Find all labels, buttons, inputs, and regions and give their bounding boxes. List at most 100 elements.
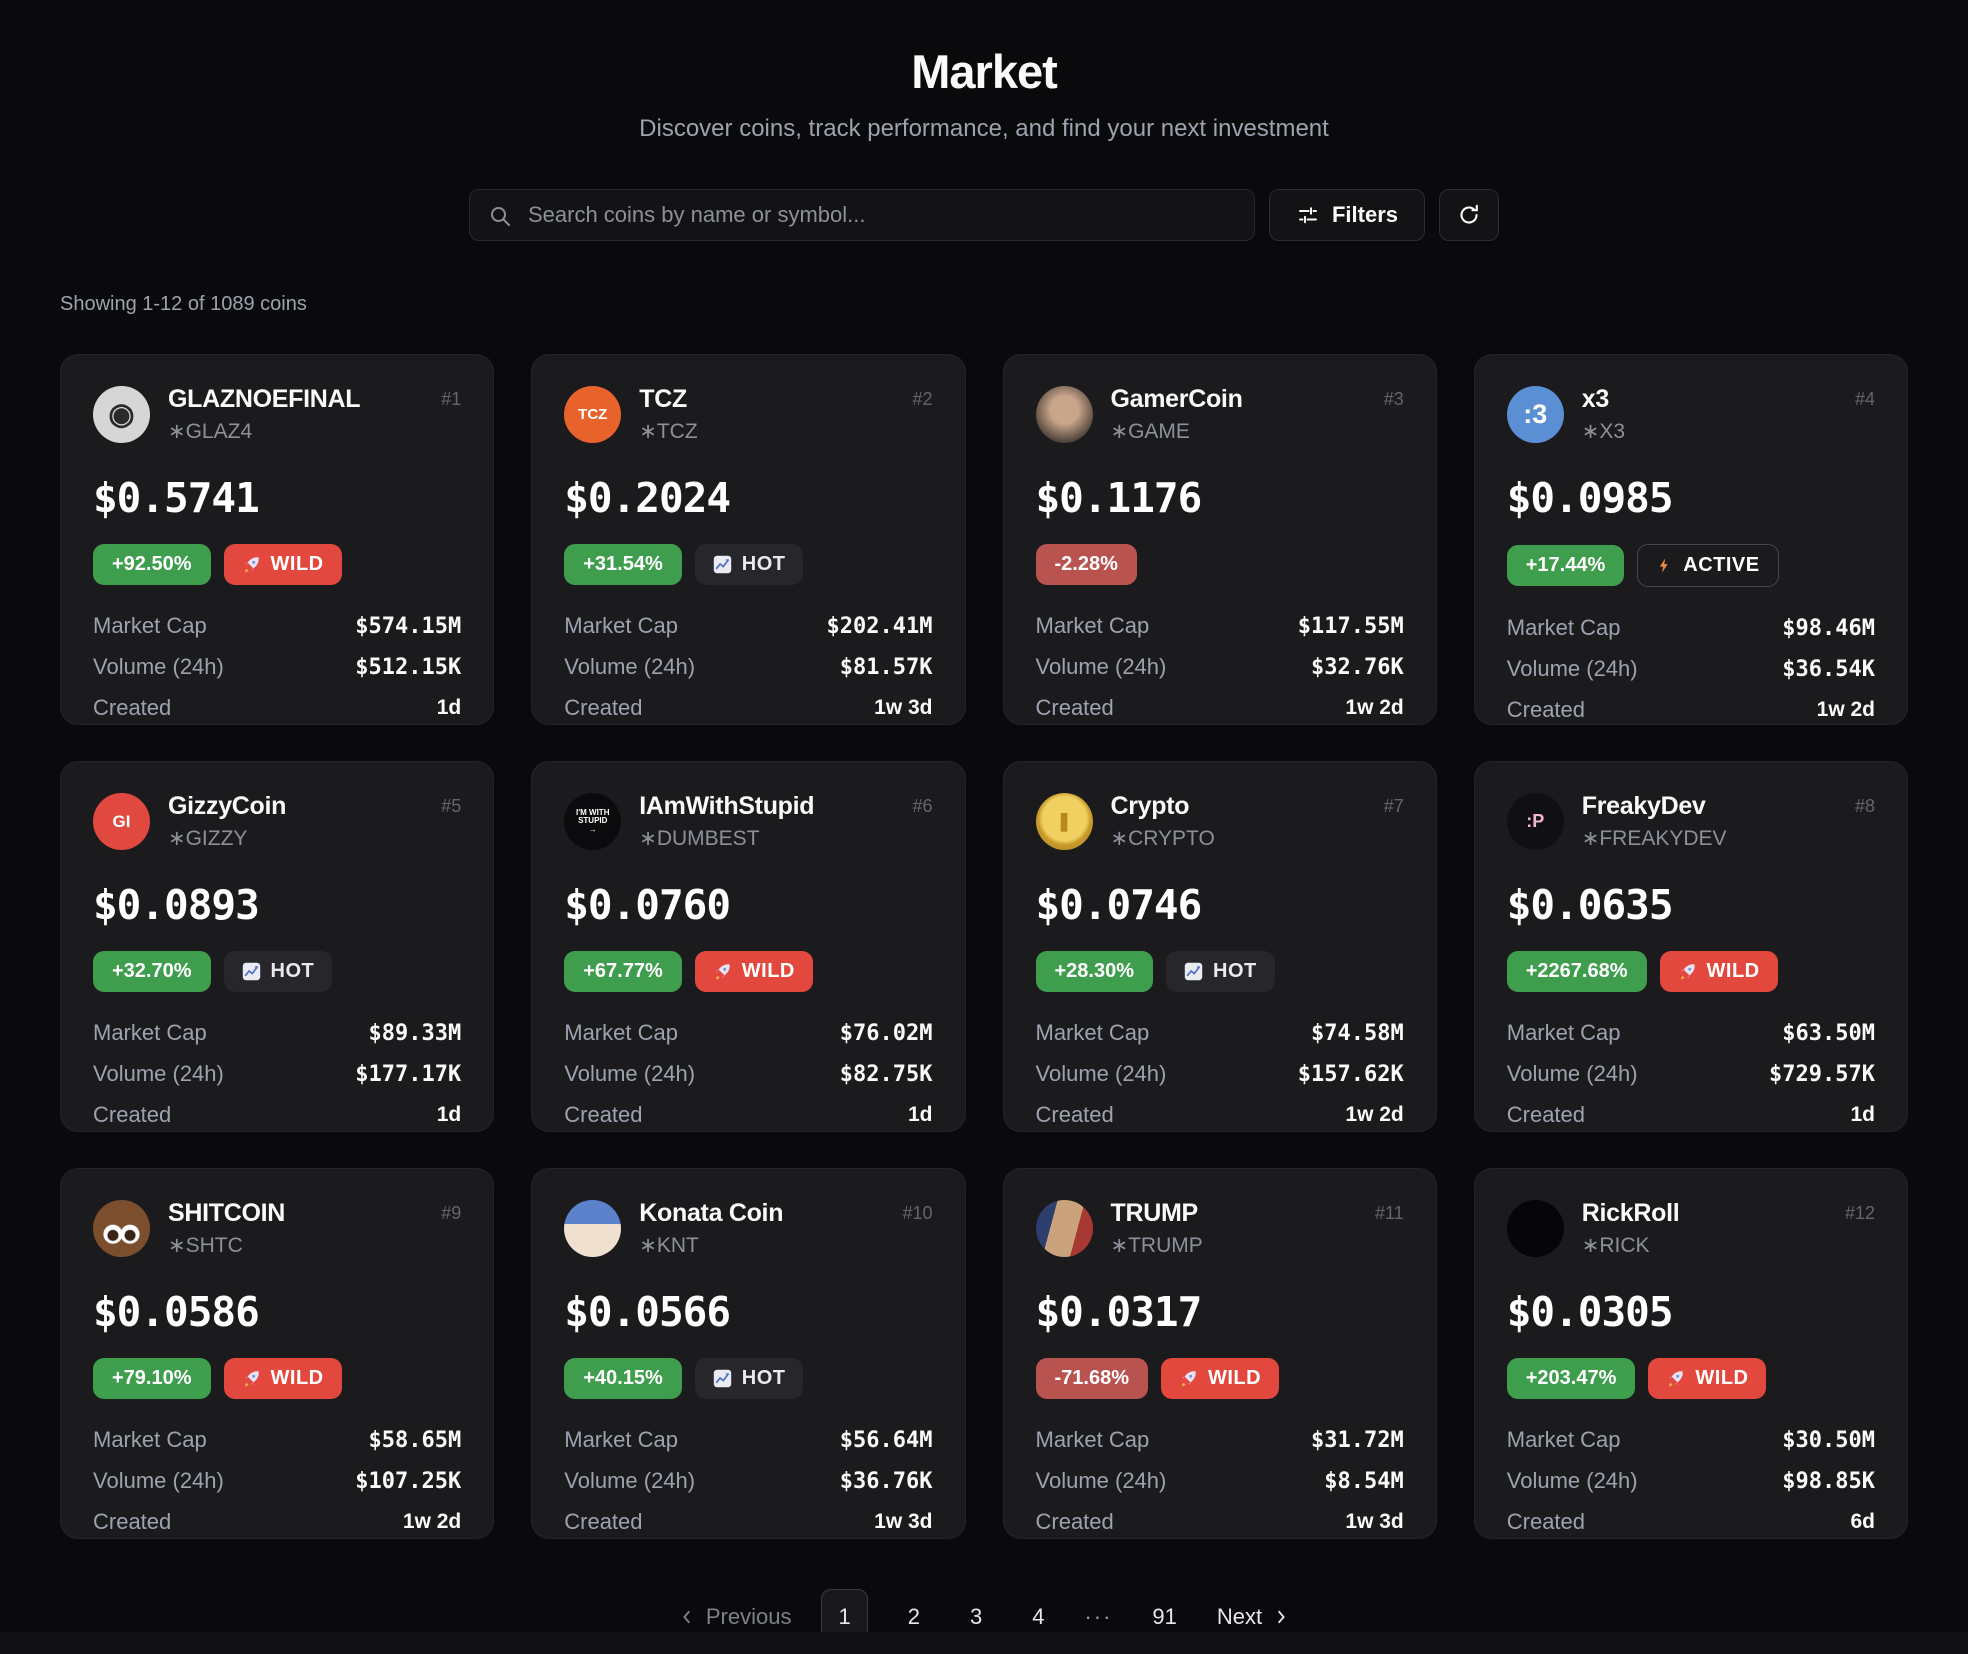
coin-avatar: I'M WITH STUPID → (564, 793, 622, 850)
market-cap-row: Market Cap $98.46M (1507, 615, 1875, 641)
tag-label: WILD (1695, 1367, 1749, 1389)
coin-card[interactable]: TCZ TCZ ∗TCZ #2 $0.2024 +31.54% HOT Market Cap $… (531, 354, 966, 725)
coin-name: TCZ (639, 385, 687, 413)
stats: Market Cap $202.41M Volume (24h) $81.57K Cre… (564, 613, 932, 721)
market-cap-value: $574.15M (355, 613, 462, 639)
coin-price: $0.0893 (93, 881, 260, 929)
coin-card[interactable]: GamerCoin ∗GAME #3 $0.1176 -2.28% Market Cap $… (1002, 354, 1437, 725)
tag-badge: WILD (223, 544, 342, 585)
market-cap-row: Market Cap $30.50M (1507, 1427, 1875, 1453)
coin-rank: #5 (441, 796, 462, 816)
coin-avatar: ◉ (93, 386, 150, 443)
created-label: Created (564, 695, 643, 720)
tag-badge: WILD (694, 951, 813, 992)
change-badge: +17.44% (1506, 545, 1625, 586)
market-cap-row: Market Cap $574.15M (93, 613, 461, 639)
filters-button[interactable]: Filters (1268, 189, 1426, 241)
coin-price: $0.5741 (93, 474, 260, 522)
created-value: 1d (436, 1103, 462, 1126)
previous-button[interactable]: Previous (678, 1604, 791, 1630)
change-badge: +40.15% (564, 1358, 682, 1399)
lightning-icon (1660, 558, 1668, 573)
card-header: TRUMP ∗TRUMP (1035, 1199, 1404, 1258)
coin-card[interactable]: RickRoll ∗RICK #12 $0.0305 +203.47% WILD Marke… (1473, 1168, 1908, 1539)
created-row: Created 1w 3d (564, 1509, 932, 1535)
coin-avatar: TCZ (564, 386, 622, 443)
rocket-icon (1680, 964, 1695, 980)
coin-card[interactable]: ◉ GLAZNOEFINAL ∗GLAZ4 #1 $0.5741 +92.50% WILD M… (60, 354, 495, 725)
chart-up-icon (713, 555, 731, 574)
coin-rank: #9 (441, 1203, 462, 1223)
tag-label: HOT (1213, 960, 1257, 982)
coin-identity: TCZ ∗TCZ (639, 385, 697, 444)
volume-label: Volume (24h) (564, 1061, 696, 1086)
page-button-3[interactable]: 3 (960, 1590, 992, 1644)
coin-rank: #1 (441, 389, 462, 409)
next-button[interactable]: Next (1217, 1604, 1290, 1630)
volume-value: $82.75K (839, 1061, 933, 1087)
coin-identity: Crypto ∗CRYPTO (1111, 792, 1215, 851)
created-row: Created 1w 3d (564, 695, 932, 721)
market-cap-row: Market Cap $56.64M (564, 1427, 932, 1453)
coin-card[interactable]: :3 x3 ∗X3 #4 $0.0985 +17.44% ACTIVE Market Cap $… (1473, 354, 1908, 725)
coin-price: $0.1176 (1035, 474, 1203, 522)
card-header: Konata Coin ∗KNT (564, 1199, 932, 1258)
coin-card[interactable]: ❚ Crypto ∗CRYPTO #7 $0.0746 +28.30% HOT Market … (1002, 761, 1437, 1132)
stats: Market Cap $89.33M Volume (24h) $177.17K Cre… (93, 1020, 461, 1128)
tag-badge: HOT (223, 951, 333, 992)
badges-row: -2.28% (1035, 544, 1404, 585)
market-cap-label: Market Cap (564, 613, 678, 638)
coin-name: IAmWithStupid (639, 792, 815, 820)
page-button-91[interactable]: 91 (1142, 1590, 1186, 1644)
coin-rank: #6 (912, 796, 933, 816)
volume-label: Volume (24h) (564, 1468, 696, 1493)
controls-row: Filters (0, 189, 1968, 241)
coin-card[interactable]: Konata Coin ∗KNT #10 $0.0566 +40.15% HOT Marke… (531, 1168, 966, 1539)
coin-identity: RickRoll ∗RICK (1582, 1199, 1680, 1258)
volume-value: $32.76K (1311, 654, 1404, 680)
volume-row: Volume (24h) $729.57K (1507, 1061, 1875, 1087)
volume-row: Volume (24h) $36.54K (1507, 656, 1875, 682)
stats: Market Cap $63.50M Volume (24h) $729.57K Cre… (1507, 1020, 1875, 1128)
card-header: ◉ GLAZNOEFINAL ∗GLAZ4 (93, 385, 461, 444)
coin-card[interactable]: GI GizzyCoin ∗GIZZY #5 $0.0893 +32.70% HOT Mark… (60, 761, 495, 1132)
refresh-button[interactable] (1439, 189, 1500, 241)
coin-card[interactable]: SHITCOIN ∗SHTC #9 $0.0586 +79.10% WILD Market … (60, 1168, 495, 1539)
market-cap-label: Market Cap (1506, 1427, 1621, 1452)
page-button-4[interactable]: 4 (1022, 1590, 1054, 1644)
volume-value: $512.15K (355, 654, 462, 680)
badges-row: +92.50% WILD (93, 544, 461, 585)
coin-symbol: ∗KNT (639, 1234, 699, 1257)
market-cap-value: $117.55M (1297, 613, 1404, 639)
coin-price: $0.0305 (1506, 1288, 1674, 1336)
coin-symbol: ∗TRUMP (1110, 1234, 1203, 1257)
coin-card[interactable]: :P FreakyDev ∗FREAKYDEV #8 $0.0635 +2267.68% W… (1473, 761, 1908, 1132)
market-cap-label: Market Cap (1506, 615, 1621, 640)
card-header: GamerCoin ∗GAME (1035, 385, 1404, 444)
pagination: Previous 1 2 3 4 ··· 91 Next (0, 1589, 1968, 1645)
created-label: Created (1035, 1102, 1114, 1127)
stats: Market Cap $74.58M Volume (24h) $157.62K Cre… (1036, 1020, 1404, 1128)
coin-symbol: ∗X3 (1581, 420, 1626, 443)
page-button-2[interactable]: 2 (898, 1590, 930, 1644)
change-badge: +67.77% (564, 951, 682, 992)
volume-row: Volume (24h) $36.76K (564, 1468, 932, 1494)
card-header: :P FreakyDev ∗FREAKYDEV (1506, 792, 1875, 851)
search-input[interactable] (469, 190, 1254, 240)
card-header: RickRoll ∗RICK (1506, 1199, 1875, 1258)
search-box[interactable] (468, 189, 1255, 241)
volume-label: Volume (24h) (1035, 1468, 1167, 1493)
chart-up-icon (242, 962, 260, 981)
coin-card[interactable]: I'M WITH STUPID → IAmWithStupid ∗DUMBEST #6… (531, 761, 966, 1132)
market-cap-label: Market Cap (93, 1427, 207, 1452)
coin-avatar: ❚ (1035, 793, 1093, 850)
coin-card[interactable]: TRUMP ∗TRUMP #11 $0.0317 -71.68% WILD Market C… (1002, 1168, 1437, 1539)
coin-symbol: ∗GIZZY (168, 827, 248, 850)
coin-avatar (1506, 1200, 1564, 1257)
created-label: Created (1506, 1102, 1586, 1127)
stats: Market Cap $117.55M Volume (24h) $32.76K Cre… (1036, 613, 1404, 721)
market-cap-row: Market Cap $117.55M (1036, 613, 1404, 639)
volume-value: $36.54K (1782, 656, 1875, 682)
created-label: Created (1506, 697, 1586, 722)
tag-label: HOT (741, 1367, 786, 1389)
